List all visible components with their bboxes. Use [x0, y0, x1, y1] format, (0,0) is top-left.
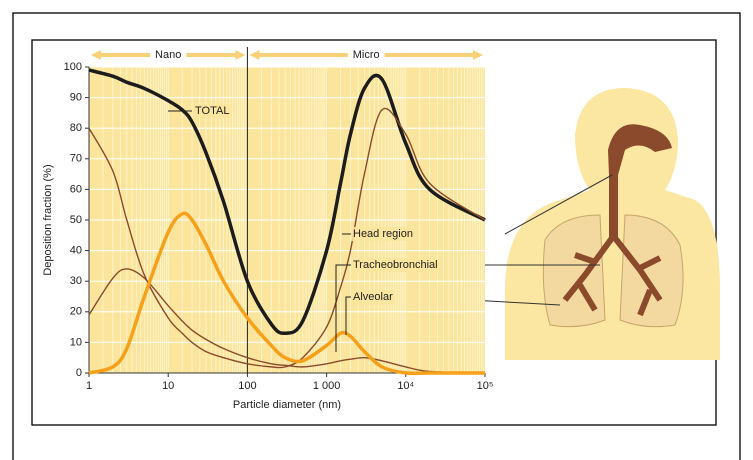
y-tick-label: 30 — [70, 275, 82, 287]
y-tick-label: 90 — [70, 92, 82, 104]
x-tick-label: 10 — [162, 380, 174, 392]
series-label: Tracheobronchial — [353, 259, 438, 271]
x-tick-label: 10⁵ — [477, 380, 494, 392]
chart: 01020304050607080901001101001 00010⁴10⁵P… — [0, 0, 753, 460]
y-tick-label: 0 — [76, 367, 82, 379]
x-tick-label: 1 — [86, 380, 92, 392]
y-tick-label: 100 — [64, 61, 82, 73]
region-label: Nano — [155, 49, 181, 61]
x-axis-label: Particle diameter (nm) — [233, 399, 341, 411]
series-label: TOTAL — [195, 105, 229, 117]
y-tick-label: 10 — [70, 336, 82, 348]
y-tick-label: 80 — [70, 122, 82, 134]
x-tick-label: 1 000 — [313, 380, 341, 392]
y-tick-label: 60 — [70, 183, 82, 195]
region-label: Micro — [353, 49, 380, 61]
y-tick-label: 40 — [70, 245, 82, 257]
x-tick-label: 10⁴ — [397, 380, 414, 392]
y-axis-label: Deposition fraction (%) — [42, 164, 54, 275]
y-tick-label: 20 — [70, 306, 82, 318]
series-label: Head region — [353, 228, 413, 240]
y-tick-label: 70 — [70, 153, 82, 165]
x-tick-label: 100 — [238, 380, 256, 392]
page: {"chart_data": {"type": "line", "x_label… — [0, 0, 753, 460]
series-label: Alveolar — [353, 291, 393, 303]
left-lung — [543, 215, 605, 327]
y-tick-label: 50 — [70, 214, 82, 226]
